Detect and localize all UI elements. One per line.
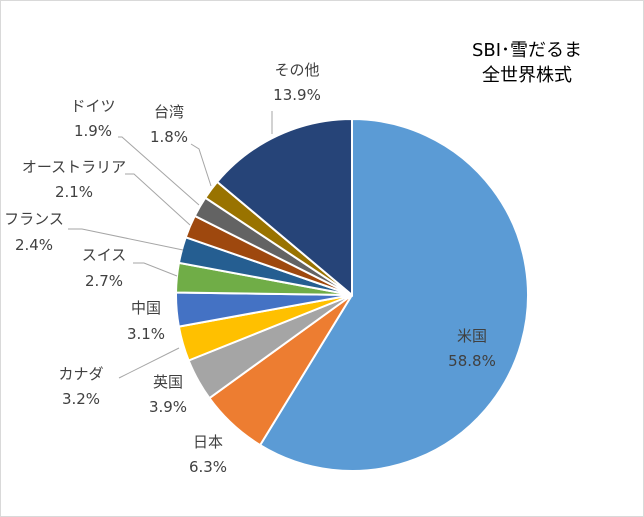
slice-label-7: オーストラリア xyxy=(22,158,126,176)
slice-value-8: 1.9% xyxy=(74,122,112,140)
slice-label-0: 米国 xyxy=(457,327,487,345)
slice-value-10: 13.9% xyxy=(273,86,321,104)
slice-label-2: 英国 xyxy=(153,373,183,391)
slice-label-9: 台湾 xyxy=(154,103,184,121)
chart-title-line-1: SBI･雪だるま xyxy=(472,40,582,61)
slice-value-9: 1.8% xyxy=(150,128,188,146)
slice-0 xyxy=(258,117,529,472)
chart-title-line-2: 全世界株式 xyxy=(482,65,572,86)
slice-value-7: 2.1% xyxy=(55,183,93,201)
leader-line-3 xyxy=(118,347,180,379)
slice-value-2: 3.9% xyxy=(149,398,187,416)
slice-label-5: スイス xyxy=(82,246,127,264)
slice-value-0: 58.8% xyxy=(448,352,496,370)
leader-line-6 xyxy=(68,228,184,251)
slice-value-5: 2.7% xyxy=(85,272,123,290)
slice-value-3: 3.2% xyxy=(62,390,100,408)
slice-value-4: 3.1% xyxy=(127,325,165,343)
leader-line-5 xyxy=(133,262,178,277)
slice-value-1: 6.3% xyxy=(189,458,227,476)
leader-line-7 xyxy=(125,173,191,226)
slice-value-6: 2.4% xyxy=(15,236,53,254)
slice-label-8: ドイツ xyxy=(70,97,115,115)
leader-line-9 xyxy=(190,143,212,187)
slice-10 xyxy=(215,117,353,298)
slice-label-1: 日本 xyxy=(193,433,223,451)
slice-label-4: 中国 xyxy=(131,299,161,317)
slice-label-10: その他 xyxy=(274,61,319,79)
leader-line-8 xyxy=(118,136,200,206)
slice-label-3: カナダ xyxy=(58,365,103,383)
slice-label-6: フランス xyxy=(4,210,64,228)
